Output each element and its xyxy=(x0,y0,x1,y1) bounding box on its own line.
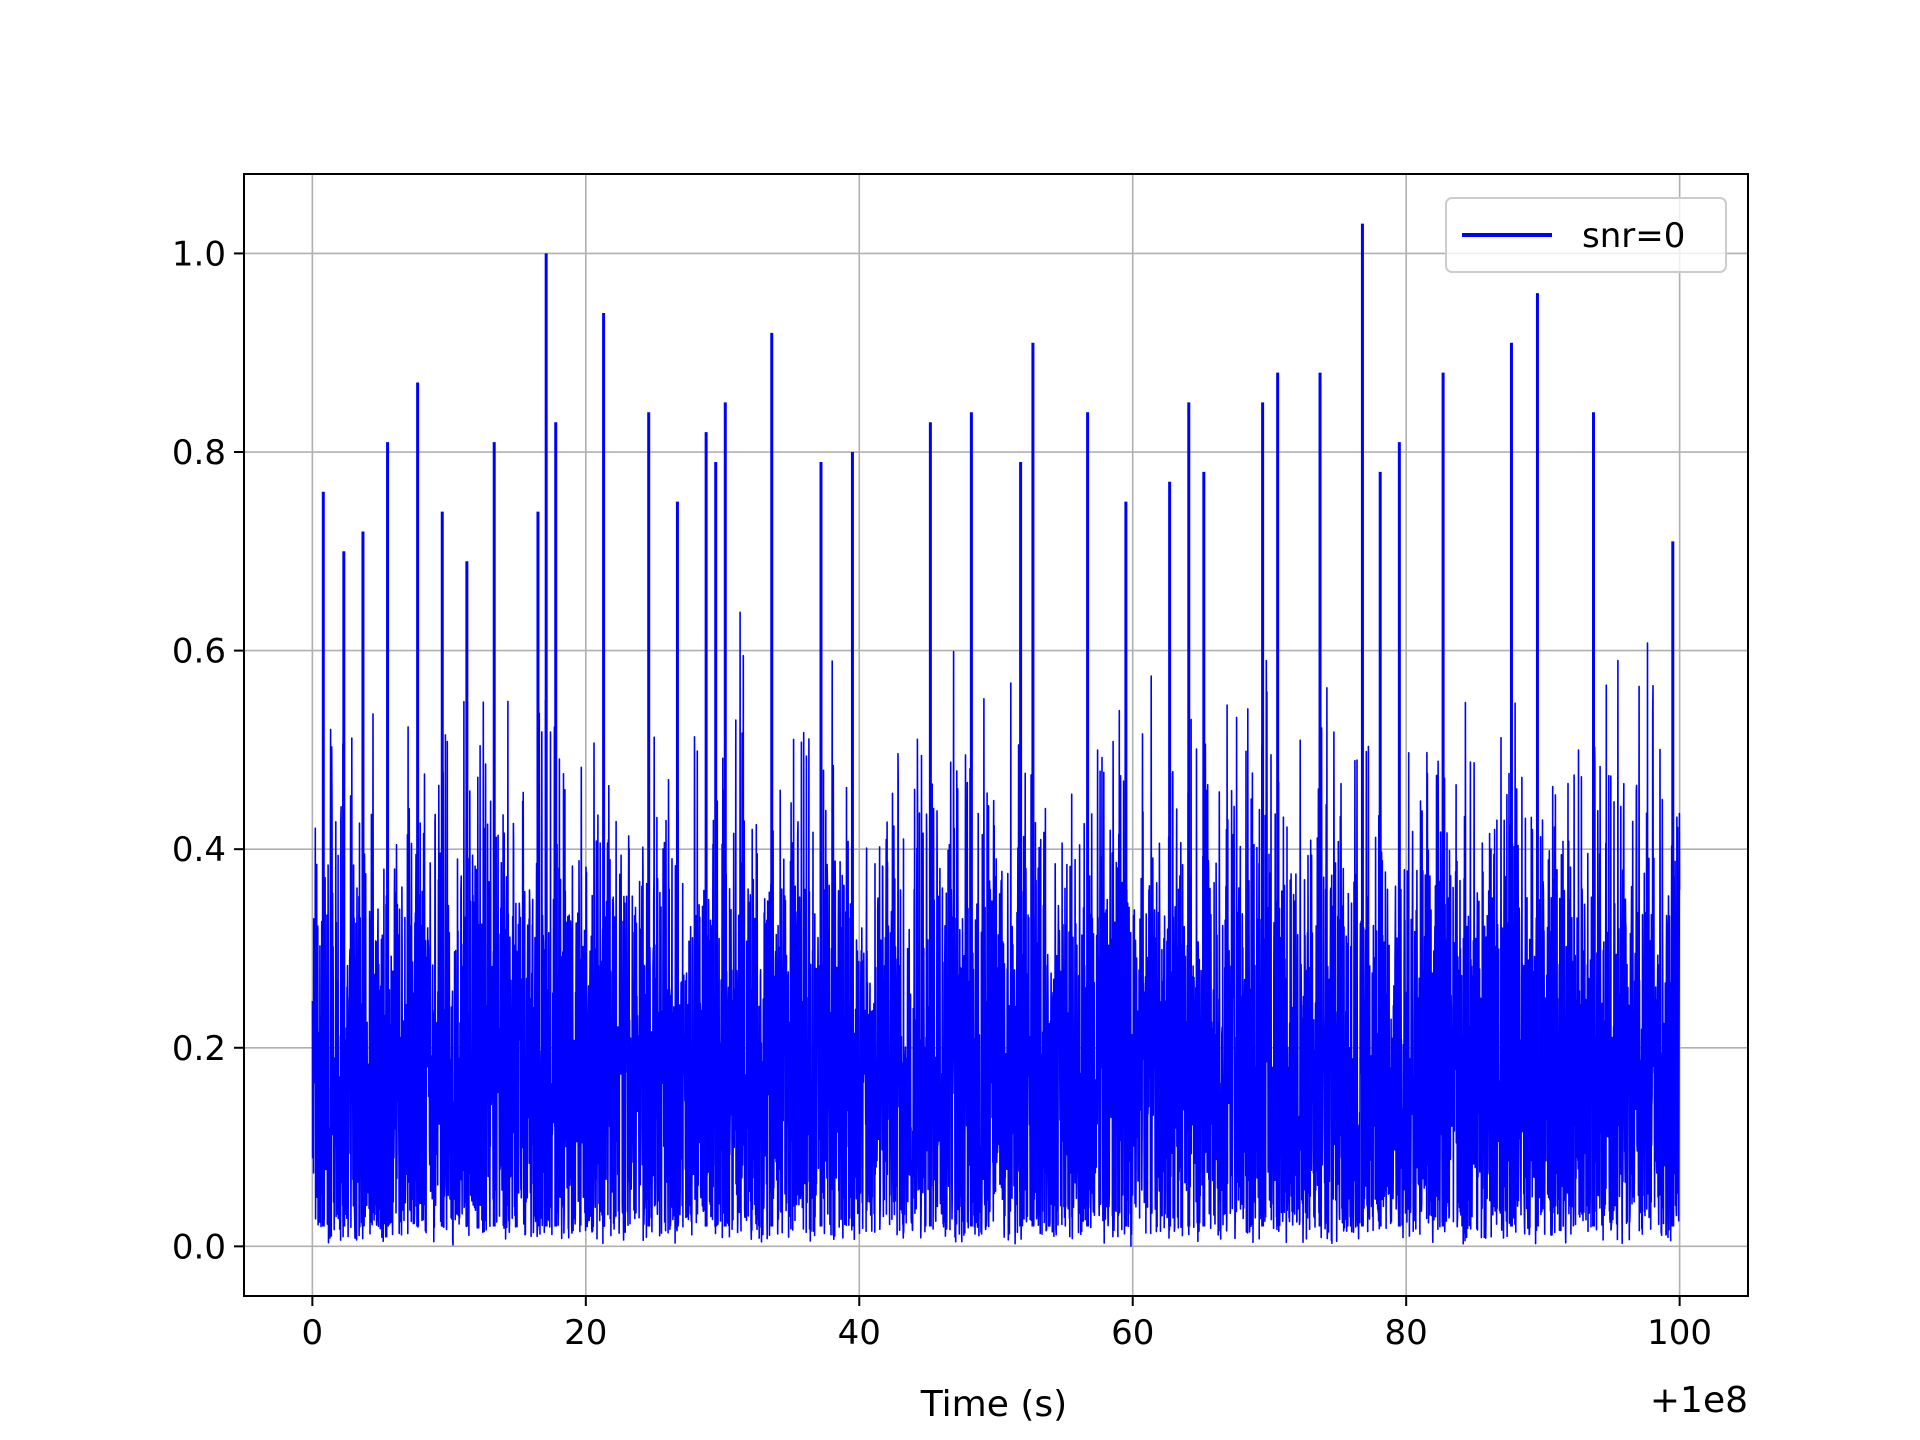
x-axis-offset-text: +1e8 xyxy=(1650,1380,1748,1421)
legend: snr=0 xyxy=(1445,197,1727,273)
y-tick-label: 0.8 xyxy=(172,433,226,473)
x-axis-label: Time (s) xyxy=(920,1384,1067,1425)
y-tick-label: 0.0 xyxy=(172,1227,226,1267)
x-tick-label: 20 xyxy=(564,1313,607,1353)
y-tick-label: 0.2 xyxy=(172,1029,226,1069)
y-tick-label: 0.6 xyxy=(172,632,226,672)
x-tick-label: 100 xyxy=(1647,1313,1712,1353)
plot-frame xyxy=(243,173,1749,1297)
y-axis-ticks: 0.0 0.2 0.4 0.6 0.8 1.0 xyxy=(172,234,244,1267)
legend-box xyxy=(1445,197,1727,273)
x-tick-label: 80 xyxy=(1385,1313,1428,1353)
x-tick-label: 0 xyxy=(302,1313,324,1353)
x-tick-label: 60 xyxy=(1111,1313,1154,1353)
x-axis-ticks: 0 20 40 60 80 100 xyxy=(302,1296,1712,1353)
series-peaks xyxy=(321,223,1675,1227)
y-tick-label: 1.0 xyxy=(172,234,226,274)
series-line-snr0 xyxy=(311,611,1681,1247)
y-tick-label: 0.4 xyxy=(172,830,226,870)
x-tick-label: 40 xyxy=(838,1313,881,1353)
legend-label-snr0: snr=0 xyxy=(1582,216,1685,256)
